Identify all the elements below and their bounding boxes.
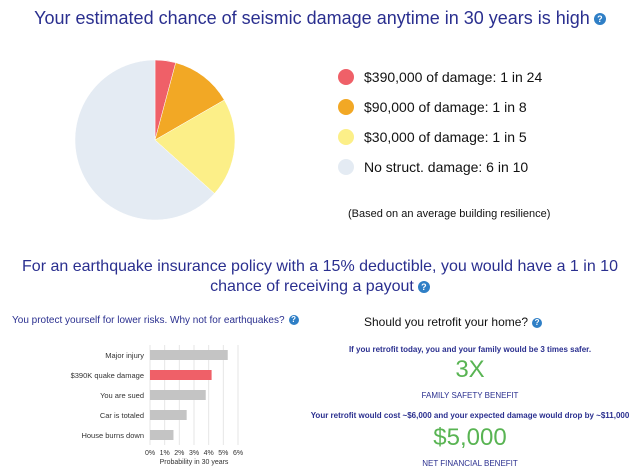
pie-slice-no-damage [74, 59, 215, 221]
safety-benefit-value: 3X [455, 356, 485, 383]
protect-heading: You protect yourself for lower risks. Wh… [12, 315, 299, 326]
legend-dot-gray [338, 159, 354, 175]
policy-statement: For an earthquake insurance policy with … [0, 257, 640, 297]
x-tick-label: 0% [145, 450, 155, 457]
x-tick-label: 4% [204, 450, 214, 457]
legend-dot-yellow [338, 129, 354, 145]
x-axis-title: Probability in 30 years [160, 459, 229, 466]
bar-category-label: You are sued [100, 391, 144, 400]
bar-category-label: Car is totaled [100, 411, 144, 420]
help-icon[interactable]: ? [417, 280, 430, 293]
risk-bar-chart: Major injury $390K quake damage You are su… [71, 345, 243, 466]
legend-dot-orange [338, 99, 354, 115]
page-title-text: Your estimated chance of seismic damage … [34, 8, 590, 28]
x-tick-label: 2% [174, 450, 184, 457]
bar-major-injury [150, 350, 228, 360]
bar-category-label: Major injury [105, 351, 144, 360]
policy-text: For an earthquake insurance policy with … [22, 258, 618, 295]
bar-you-are-sued [150, 390, 206, 400]
pie-slice-90k [154, 62, 225, 141]
bar-category-label: House burns down [81, 431, 144, 440]
page-title: Your estimated chance of seismic damage … [0, 8, 640, 29]
bar-category-label: $390K quake damage [71, 371, 144, 380]
help-icon[interactable]: ? [288, 315, 299, 326]
protect-heading-text: You protect yourself for lower risks. Wh… [12, 315, 285, 326]
financial-benefit-caption: NET FINANCIAL BENEFIT [422, 459, 518, 468]
financial-benefit-value: $5,000 [433, 424, 507, 451]
help-icon[interactable]: ? [593, 13, 606, 26]
legend-label: $30,000 of damage: 1 in 5 [364, 129, 527, 145]
legend-label: $90,000 of damage: 1 in 8 [364, 99, 527, 115]
help-icon[interactable]: ? [532, 317, 543, 328]
pie-slice-30k [154, 99, 236, 194]
damage-pie-chart [74, 59, 236, 221]
legend-dot-red [338, 69, 354, 85]
bar-house-burns-down [150, 430, 174, 440]
retrofit-heading-text: Should you retrofit your home? [364, 315, 529, 329]
x-tick-label: 6% [233, 450, 243, 457]
x-tick-label: 3% [189, 450, 199, 457]
cost-statement: Your retrofit would cost ~$6,000 and you… [310, 411, 630, 420]
basis-note: (Based on an average building resilience… [348, 208, 551, 220]
bar-390k-quake-damage [150, 370, 212, 380]
legend-label: $390,000 of damage: 1 in 24 [364, 69, 543, 85]
safety-statement: If you retrofit today, you and your fami… [348, 345, 592, 354]
x-tick-label: 1% [160, 450, 170, 457]
x-tick-label: 5% [218, 450, 228, 457]
bar-car-is-totaled [150, 410, 187, 420]
legend-label: No struct. damage: 6 in 10 [364, 159, 529, 175]
retrofit-heading: Should you retrofit your home?? [364, 315, 543, 329]
safety-benefit-caption: FAMILY SAFETY BENEFIT [421, 391, 519, 400]
